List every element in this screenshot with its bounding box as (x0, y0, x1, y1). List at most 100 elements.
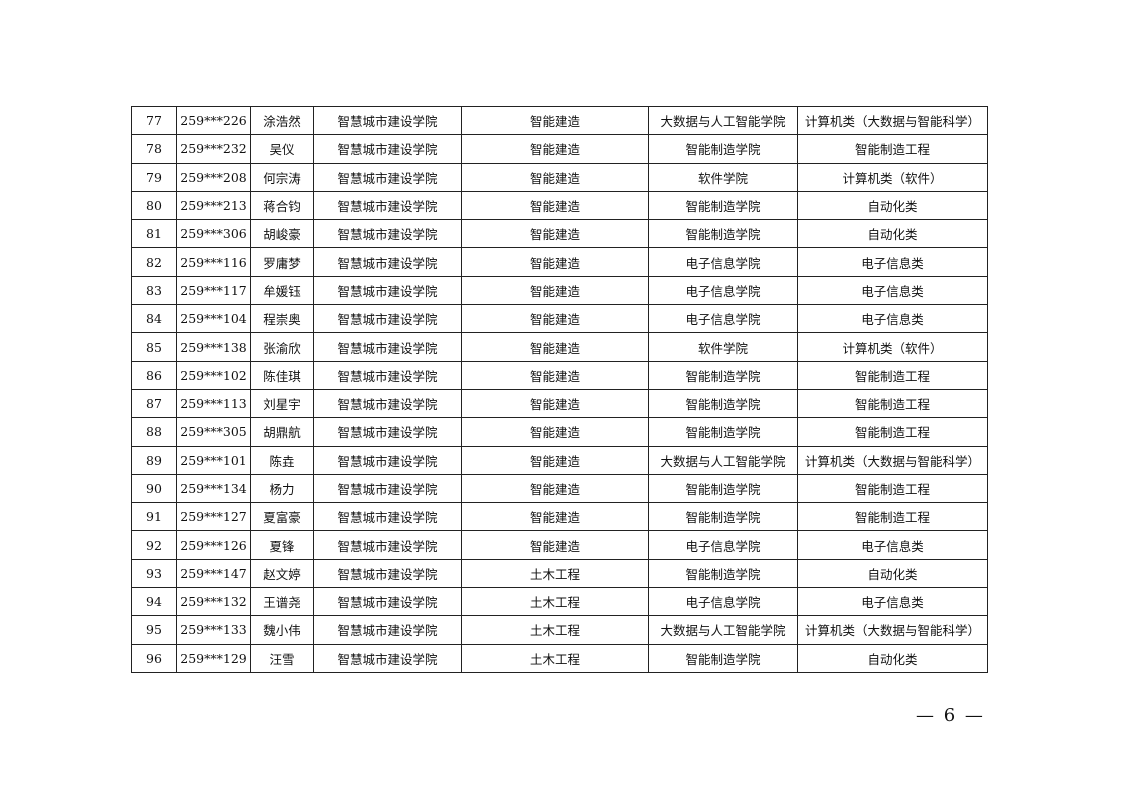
table-row: 91 259***127 夏富豪 智慧城市建设学院 智能建造 智能制造学院 智能制造工程 (131, 502, 988, 532)
student-id-cell: 259***213 (176, 190, 251, 221)
target-college-cell: 智能制造学院 (648, 134, 798, 164)
target-major-cell: 计算机类（大数据与智能科学） (797, 445, 988, 475)
target-major-cell: 电子信息类 (797, 530, 988, 560)
original-college-cell: 智慧城市建设学院 (313, 247, 462, 277)
original-major-cell: 智能建造 (461, 304, 649, 334)
table-row: 87 259***113 刘星宇 智慧城市建设学院 智能建造 智能制造学院 智能制造工程 (131, 388, 988, 419)
target-major-cell: 智能制造工程 (797, 473, 988, 504)
student-name-cell: 汪雪 (250, 643, 314, 673)
row-number-cell: 85 (131, 332, 177, 362)
target-college-cell: 智能制造学院 (648, 388, 798, 419)
row-number-cell: 91 (131, 502, 177, 532)
student-name-cell: 赵文婷 (250, 558, 314, 589)
row-number-cell: 93 (131, 558, 177, 589)
student-id-cell: 259***104 (176, 304, 251, 334)
student-name-cell: 牟媛钰 (250, 275, 314, 306)
original-major-cell: 土木工程 (461, 587, 649, 617)
target-major-cell: 智能制造工程 (797, 388, 988, 419)
original-college-cell: 智慧城市建设学院 (313, 530, 462, 560)
student-id-cell: 259***102 (176, 360, 251, 390)
row-number-cell: 88 (131, 417, 177, 447)
target-major-cell: 智能制造工程 (797, 417, 988, 447)
student-name-cell: 胡鼎航 (250, 417, 314, 447)
target-major-cell: 自动化类 (797, 190, 988, 221)
original-major-cell: 智能建造 (461, 247, 649, 277)
student-name-cell: 陈垚 (250, 445, 314, 475)
original-college-cell: 智慧城市建设学院 (313, 134, 462, 164)
original-major-cell: 智能建造 (461, 473, 649, 504)
original-major-cell: 土木工程 (461, 615, 649, 645)
row-number-cell: 81 (131, 219, 177, 249)
table-row: 78 259***232 吴仪 智慧城市建设学院 智能建造 智能制造学院 智能制造工程 (131, 134, 988, 164)
target-major-cell: 自动化类 (797, 219, 988, 249)
student-name-cell: 夏富豪 (250, 502, 314, 532)
row-number-cell: 83 (131, 275, 177, 306)
target-major-cell: 智能制造工程 (797, 134, 988, 164)
target-college-cell: 智能制造学院 (648, 643, 798, 673)
table-row: 79 259***208 何宗涛 智慧城市建设学院 智能建造 软件学院 计算机类（软件） (131, 162, 988, 192)
table-row: 82 259***116 罗庸梦 智慧城市建设学院 智能建造 电子信息学院 电子信息类 (131, 247, 988, 277)
student-name-cell: 杨力 (250, 473, 314, 504)
original-college-cell: 智慧城市建设学院 (313, 105, 462, 136)
student-name-cell: 何宗涛 (250, 162, 314, 192)
target-college-cell: 软件学院 (648, 332, 798, 362)
row-number-cell: 82 (131, 247, 177, 277)
student-id-cell: 259***116 (176, 247, 251, 277)
table-row: 94 259***132 王谱尧 智慧城市建设学院 土木工程 电子信息学院 电子信息类 (131, 587, 988, 617)
original-major-cell: 智能建造 (461, 360, 649, 390)
target-major-cell: 计算机类（软件） (797, 332, 988, 362)
original-college-cell: 智慧城市建设学院 (313, 304, 462, 334)
table-row: 93 259***147 赵文婷 智慧城市建设学院 土木工程 智能制造学院 自动化类 (131, 558, 988, 589)
table-row: 86 259***102 陈佳琪 智慧城市建设学院 智能建造 智能制造学院 智能制造工程 (131, 360, 988, 390)
target-major-cell: 电子信息类 (797, 247, 988, 277)
page-number: — 6 — (916, 705, 985, 726)
student-name-cell: 刘星宇 (250, 388, 314, 419)
student-name-cell: 吴仪 (250, 134, 314, 164)
original-major-cell: 智能建造 (461, 530, 649, 560)
target-college-cell: 智能制造学院 (648, 417, 798, 447)
original-college-cell: 智慧城市建设学院 (313, 473, 462, 504)
student-name-cell: 涂浩然 (250, 105, 314, 136)
original-college-cell: 智慧城市建设学院 (313, 162, 462, 192)
target-major-cell: 计算机类（软件） (797, 162, 988, 192)
original-major-cell: 土木工程 (461, 643, 649, 673)
table-row: 90 259***134 杨力 智慧城市建设学院 智能建造 智能制造学院 智能制造工程 (131, 473, 988, 504)
row-number-cell: 80 (131, 190, 177, 221)
row-number-cell: 95 (131, 615, 177, 645)
table-row: 81 259***306 胡峻豪 智慧城市建设学院 智能建造 智能制造学院 自动化类 (131, 219, 988, 249)
target-college-cell: 智能制造学院 (648, 360, 798, 390)
original-college-cell: 智慧城市建设学院 (313, 558, 462, 589)
student-name-cell: 蒋合钧 (250, 190, 314, 221)
target-major-cell: 计算机类（大数据与智能科学） (797, 105, 988, 136)
original-college-cell: 智慧城市建设学院 (313, 275, 462, 306)
original-college-cell: 智慧城市建设学院 (313, 417, 462, 447)
target-major-cell: 电子信息类 (797, 587, 988, 617)
student-name-cell: 张渝欣 (250, 332, 314, 362)
original-major-cell: 智能建造 (461, 134, 649, 164)
target-college-cell: 电子信息学院 (648, 587, 798, 617)
student-name-cell: 胡峻豪 (250, 219, 314, 249)
target-college-cell: 大数据与人工智能学院 (648, 105, 798, 136)
row-number-cell: 94 (131, 587, 177, 617)
target-major-cell: 自动化类 (797, 558, 988, 589)
student-id-cell: 259***101 (176, 445, 251, 475)
target-college-cell: 电子信息学院 (648, 530, 798, 560)
original-major-cell: 土木工程 (461, 558, 649, 589)
original-major-cell: 智能建造 (461, 388, 649, 419)
student-name-cell: 程崇奥 (250, 304, 314, 334)
table-row: 88 259***305 胡鼎航 智慧城市建设学院 智能建造 智能制造学院 智能制造工程 (131, 417, 988, 447)
original-college-cell: 智慧城市建设学院 (313, 219, 462, 249)
table-row: 83 259***117 牟媛钰 智慧城市建设学院 智能建造 电子信息学院 电子信息类 (131, 275, 988, 306)
original-college-cell: 智慧城市建设学院 (313, 332, 462, 362)
target-college-cell: 电子信息学院 (648, 275, 798, 306)
row-number-cell: 86 (131, 360, 177, 390)
row-number-cell: 84 (131, 304, 177, 334)
student-id-cell: 259***305 (176, 417, 251, 447)
student-id-cell: 259***129 (176, 643, 251, 673)
student-name-cell: 陈佳琪 (250, 360, 314, 390)
table-row: 92 259***126 夏锋 智慧城市建设学院 智能建造 电子信息学院 电子信息类 (131, 530, 988, 560)
original-college-cell: 智慧城市建设学院 (313, 445, 462, 475)
row-number-cell: 77 (131, 105, 177, 136)
target-college-cell: 智能制造学院 (648, 190, 798, 221)
student-id-cell: 259***138 (176, 332, 251, 362)
